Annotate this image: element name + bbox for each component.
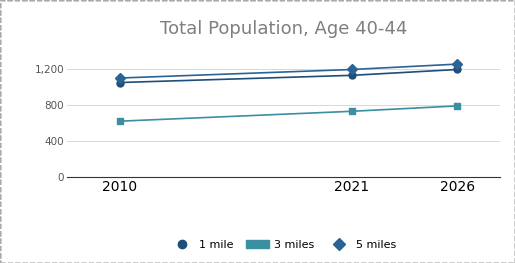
Line: 1 mile: 1 mile: [116, 66, 461, 86]
1 mile: [454, 68, 460, 71]
Line: 5 miles: 5 miles: [116, 61, 461, 82]
Title: Total Population, Age 40-44: Total Population, Age 40-44: [160, 20, 407, 38]
Line: 3 miles: 3 miles: [116, 102, 461, 125]
1 mile: [116, 81, 123, 84]
3 miles: [116, 120, 123, 123]
3 miles: [349, 110, 355, 113]
5 miles: [349, 68, 355, 71]
1 mile: [349, 74, 355, 77]
5 miles: [454, 63, 460, 66]
5 miles: [116, 77, 123, 80]
Legend: 1 mile, 3 miles, 5 miles: 1 mile, 3 miles, 5 miles: [166, 235, 400, 254]
3 miles: [454, 104, 460, 108]
